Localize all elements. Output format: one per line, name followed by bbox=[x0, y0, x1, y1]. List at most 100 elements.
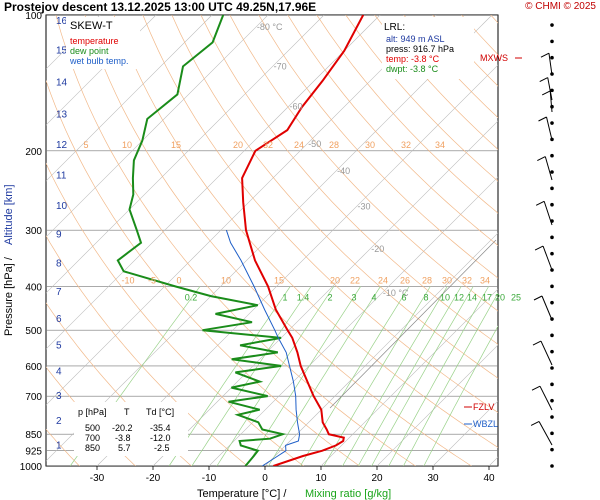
wind-barb-dot bbox=[550, 300, 554, 305]
dry-adiabat-label: 15 bbox=[274, 276, 284, 286]
dry-adiabat-label: 30 bbox=[365, 140, 375, 150]
wind-barb bbox=[544, 156, 553, 181]
pressure-tick-label: 600 bbox=[25, 362, 42, 373]
wind-barb bbox=[546, 116, 553, 141]
wind-barb-flag bbox=[533, 295, 543, 301]
x-tick-label: 0 bbox=[262, 473, 268, 484]
table-cell: 500 bbox=[85, 423, 100, 433]
table-cell: -35.4 bbox=[150, 423, 171, 433]
temperature-line bbox=[241, 15, 365, 466]
x-tick-label: 40 bbox=[483, 473, 495, 484]
wind-barb bbox=[538, 421, 553, 446]
lrl-info: LRL: alt: 949 m ASL press: 916.7 hPa tem… bbox=[382, 17, 474, 79]
isotherm-line bbox=[46, 15, 437, 406]
dry-adiabat-label: 34 bbox=[480, 276, 490, 286]
isotherm-label: -80 °C bbox=[257, 22, 283, 32]
lcl-helper-line bbox=[329, 239, 497, 409]
wind-barb-dot bbox=[550, 415, 554, 419]
wind-barb-dot bbox=[550, 23, 554, 27]
mixing-ratio-line bbox=[388, 286, 489, 466]
dry-adiabat-label: 32 bbox=[263, 140, 273, 150]
isotherm-line bbox=[46, 15, 325, 294]
altitude-tick-label: 12 bbox=[56, 140, 68, 151]
mixing-ratio-line bbox=[246, 286, 361, 466]
legend-dew-point: dew point bbox=[70, 46, 109, 56]
mixing-ratio-label: 20 bbox=[495, 293, 505, 303]
wind-barb-dot bbox=[550, 186, 554, 191]
level-table: p [hPa] T Td [°C] 500 -20.2 -35.4 700 -3… bbox=[74, 402, 188, 456]
dry-adiabat-label: 15 bbox=[171, 140, 181, 150]
isotherm-line bbox=[376, 344, 498, 466]
wind-barb bbox=[541, 295, 553, 321]
isotherm-line bbox=[264, 232, 498, 466]
wind-barb-dot bbox=[550, 235, 554, 240]
wind-barb bbox=[539, 385, 553, 411]
dry-adiabat bbox=[316, 15, 498, 214]
isotherm-line bbox=[46, 15, 269, 238]
isotherm-line bbox=[488, 456, 498, 466]
isotherm-label: -30 bbox=[357, 202, 370, 212]
table-header-td: Td [°C] bbox=[146, 407, 174, 417]
wind-barb-dot bbox=[550, 251, 554, 256]
mixing-ratio-line bbox=[371, 286, 474, 466]
table-cell: -12.0 bbox=[150, 433, 171, 443]
mixing-ratio-label: 2 bbox=[327, 293, 332, 303]
dry-adiabat bbox=[200, 15, 498, 345]
altitude-tick-label: 16 bbox=[56, 16, 68, 27]
dry-adiabat-label: 10 bbox=[221, 276, 231, 286]
table-header-t: T bbox=[124, 407, 130, 417]
dry-adiabat bbox=[490, 15, 498, 24]
grid-lines bbox=[46, 15, 600, 466]
dry-adiabat-label: 24 bbox=[294, 140, 304, 150]
plot-frame bbox=[45, 14, 499, 467]
pressure-tick-label: 100 bbox=[25, 11, 42, 22]
dry-adiabat-label: 28 bbox=[329, 140, 339, 150]
isotherm-line bbox=[545, 15, 600, 466]
dry-adiabat bbox=[46, 235, 248, 466]
dry-adiabat bbox=[549, 15, 600, 466]
wind-barb-dot bbox=[550, 55, 554, 60]
wind-barb-flag bbox=[541, 90, 551, 96]
dry-adiabat-label: 5 bbox=[83, 140, 88, 150]
altitude-tick-label: 2 bbox=[56, 416, 62, 427]
dry-adiabat bbox=[46, 79, 360, 466]
lrl-press: press: 916.7 hPa bbox=[386, 44, 454, 54]
mixing-ratio-line bbox=[357, 286, 462, 466]
wind-barb-dot bbox=[550, 431, 554, 436]
dry-adiabat bbox=[113, 15, 498, 448]
altitude-axis-title: Altitude [km] bbox=[3, 184, 15, 245]
isotherm-line bbox=[208, 176, 498, 466]
altitude-tick-label: 8 bbox=[56, 259, 62, 270]
dry-adiabat-label: 10 bbox=[122, 140, 132, 150]
altitude-tick-label: 10 bbox=[56, 201, 68, 212]
isotherm-label: -40 bbox=[337, 166, 350, 176]
x-tick-label: -20 bbox=[146, 473, 161, 484]
wet-bulb-line bbox=[225, 230, 301, 466]
fzlv-label: FZLV bbox=[473, 402, 494, 412]
mixing-ratio-label: 1 bbox=[282, 293, 287, 303]
mixing-ratio-line bbox=[342, 286, 448, 466]
legend-heading: SKEW-T bbox=[70, 20, 113, 32]
dry-adiabat-label: 34 bbox=[435, 140, 445, 150]
lrl-temp: temp: -3.8 °C bbox=[386, 54, 440, 64]
x-tick-label: 10 bbox=[315, 473, 327, 484]
chart-title: Prostejov descent 13.12.2025 13:00 UTC 4… bbox=[4, 0, 316, 14]
altitude-tick-label: 9 bbox=[56, 230, 62, 241]
dry-adiabat bbox=[287, 15, 498, 246]
table-cell: 850 bbox=[85, 443, 100, 453]
lrl-dwpt: dwpt: -3.8 °C bbox=[386, 64, 439, 74]
y-axis-title: Pressure [hPa] / bbox=[3, 256, 15, 336]
mixing-ratio-label: 8 bbox=[423, 293, 428, 303]
wind-barb-dot bbox=[550, 153, 554, 158]
dry-adiabat bbox=[46, 162, 304, 466]
altitude-tick-label: 11 bbox=[56, 171, 67, 182]
isotherm-label: -70 bbox=[274, 61, 287, 71]
wind-barb-flag bbox=[537, 156, 546, 162]
isotherm-line bbox=[320, 288, 498, 466]
wind-barb-dot bbox=[550, 39, 554, 44]
table-cell: -20.2 bbox=[112, 423, 133, 433]
wbzl-label: WBZL bbox=[473, 419, 498, 429]
table-cell: 700 bbox=[85, 433, 100, 443]
wind-barb bbox=[547, 77, 553, 101]
